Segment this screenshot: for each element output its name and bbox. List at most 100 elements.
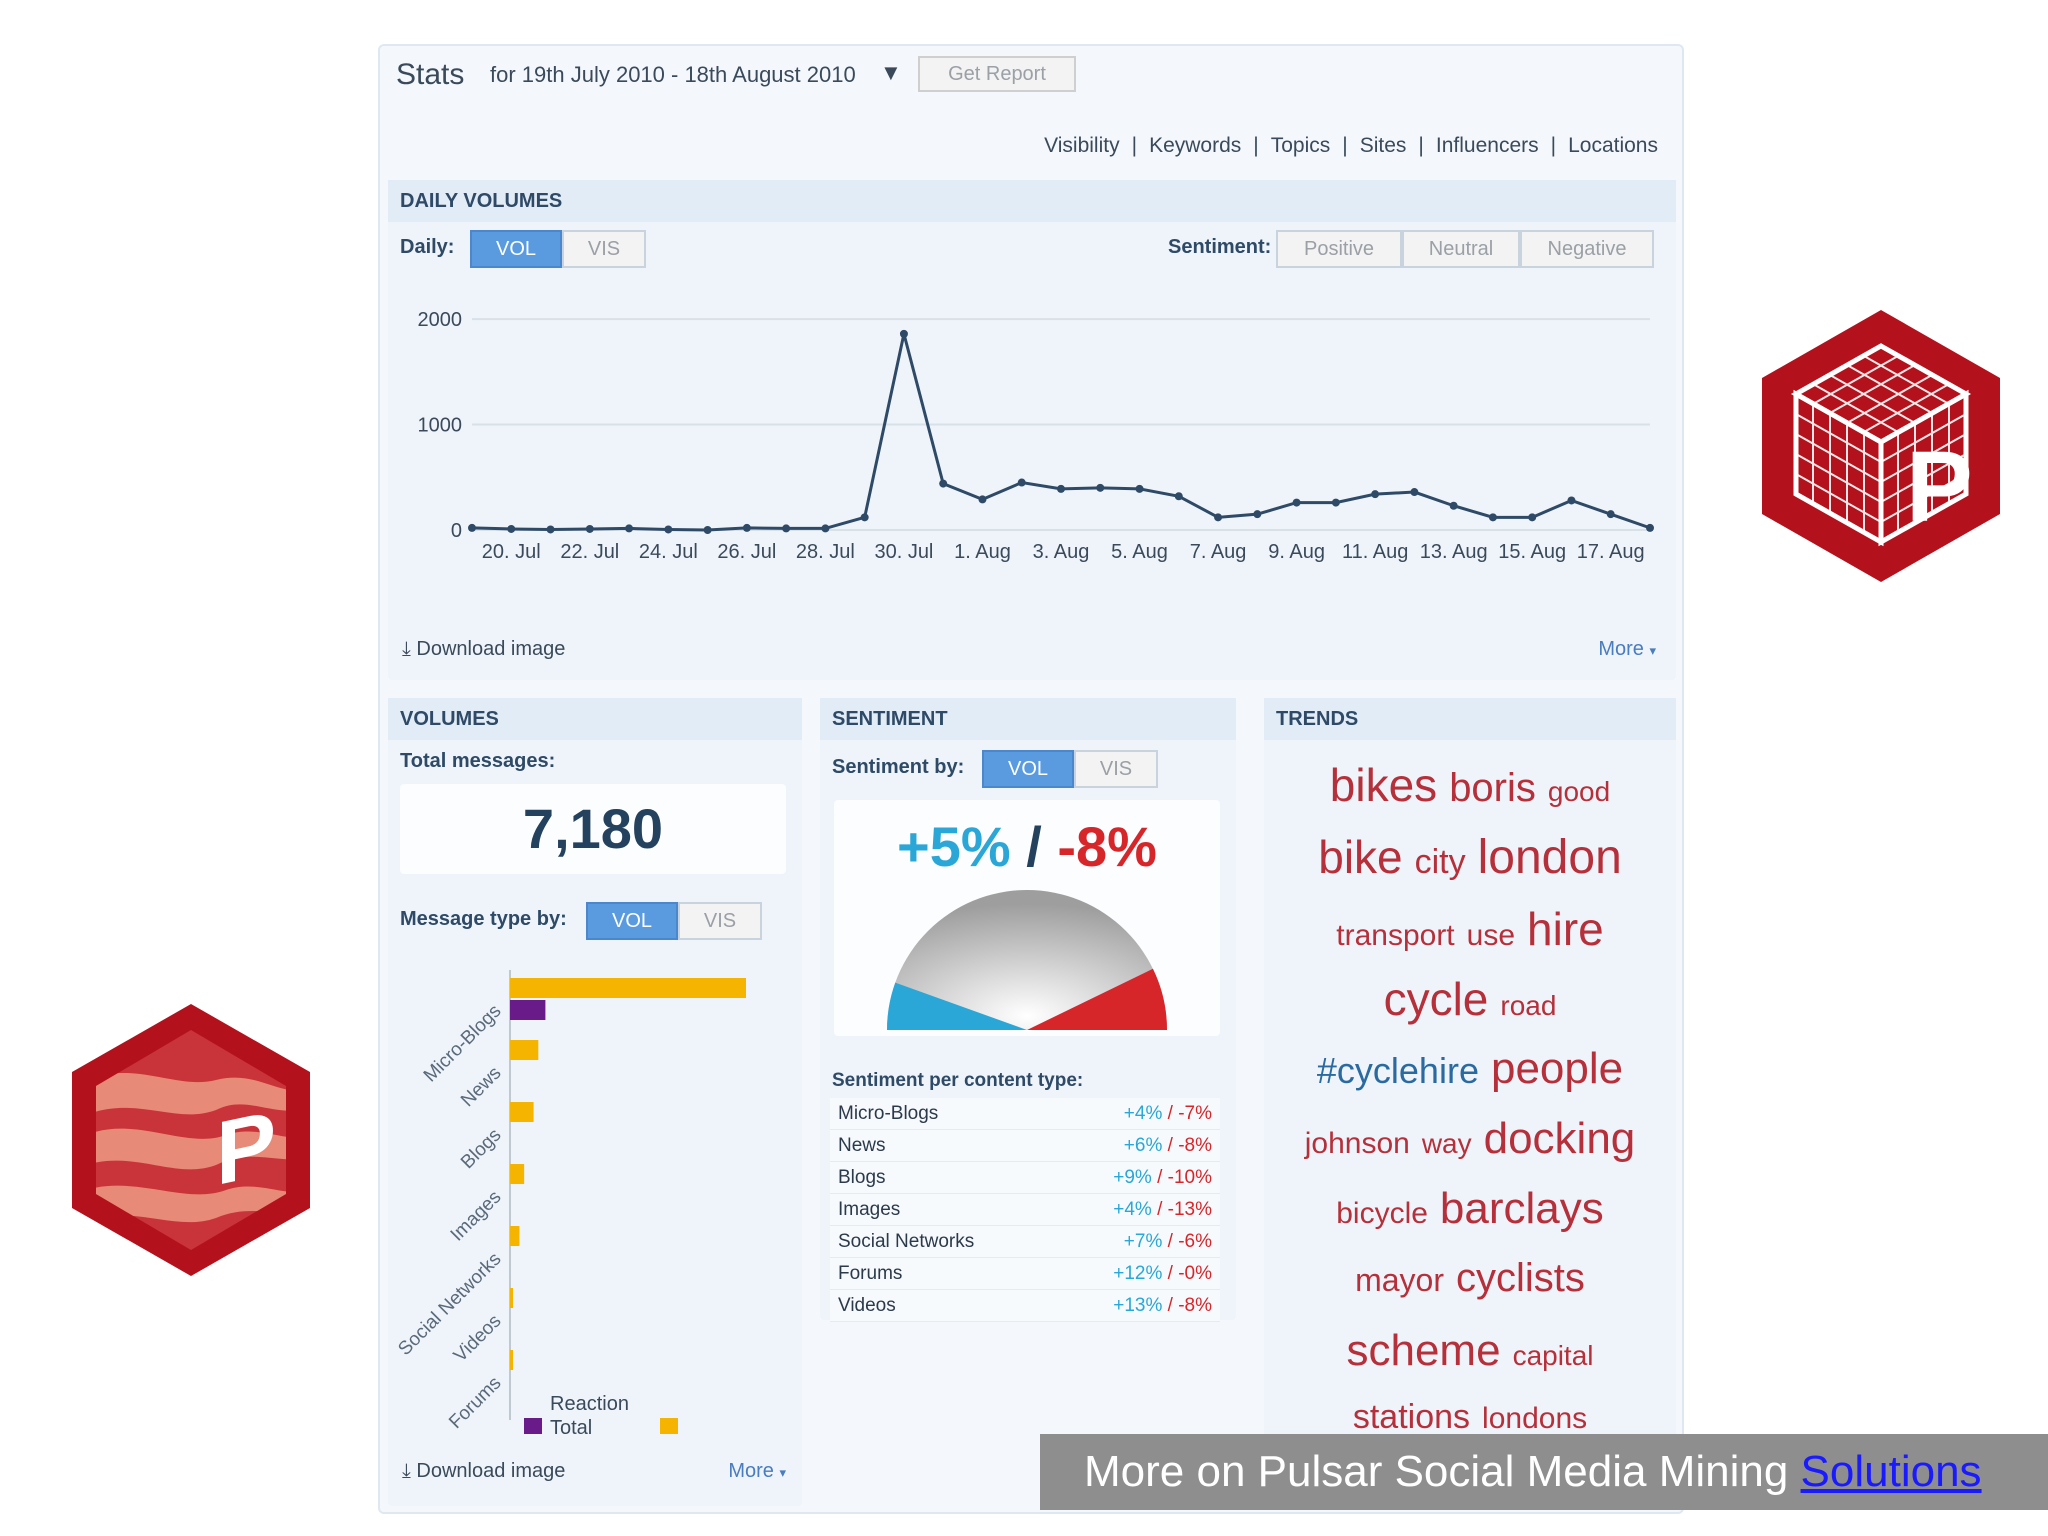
bar-total[interactable] xyxy=(510,978,746,998)
sentiment-row: Forums +12% / -0% xyxy=(830,1258,1220,1290)
data-point[interactable] xyxy=(1253,510,1262,519)
data-point[interactable] xyxy=(1292,498,1301,507)
trend-word[interactable]: bikes xyxy=(1329,759,1438,811)
trends-title: TRENDS xyxy=(1264,698,1676,740)
trends-word-cloud: bikes boris good bike city london transport use… xyxy=(1264,746,1676,1486)
get-report-button[interactable]: Get Report xyxy=(918,56,1076,92)
negative-filter-button[interactable]: Negative xyxy=(1520,230,1654,268)
data-point[interactable] xyxy=(1096,483,1105,492)
data-point[interactable] xyxy=(1135,484,1144,493)
data-point[interactable] xyxy=(939,479,948,488)
bar-total[interactable] xyxy=(510,1226,520,1246)
nav-keywords[interactable]: Keywords xyxy=(1149,134,1242,157)
trend-word[interactable]: mayor xyxy=(1355,1262,1444,1298)
data-point[interactable] xyxy=(546,525,555,534)
sentiment-row: Images +4% / -13% xyxy=(830,1194,1220,1226)
date-range[interactable]: for 19th July 2010 - 18th August 2010 xyxy=(490,62,856,87)
data-point[interactable] xyxy=(664,525,673,534)
trend-word[interactable]: transport xyxy=(1336,919,1455,952)
trend-word[interactable]: londons xyxy=(1482,1402,1588,1435)
bar-total[interactable] xyxy=(510,1164,525,1184)
data-point[interactable] xyxy=(899,329,908,338)
trend-word[interactable]: barclays xyxy=(1439,1184,1604,1233)
data-point[interactable] xyxy=(1528,513,1537,522)
trend-word[interactable]: johnson xyxy=(1304,1127,1410,1160)
data-point[interactable] xyxy=(1567,496,1576,505)
bar-total[interactable] xyxy=(510,1102,534,1122)
daily-vol-tab[interactable]: VOL xyxy=(470,230,562,268)
msgtype-vol-tab[interactable]: VOL xyxy=(586,902,678,940)
trend-word[interactable]: use xyxy=(1466,919,1516,952)
data-point[interactable] xyxy=(1017,478,1026,487)
nav-sites[interactable]: Sites xyxy=(1359,134,1407,157)
trend-word[interactable]: cyclists xyxy=(1456,1256,1585,1300)
sentiment-row-separator: / xyxy=(1162,1263,1179,1284)
trend-word[interactable]: bicycle xyxy=(1336,1197,1428,1230)
daily-download-link[interactable]: ⤓ Download image xyxy=(402,638,565,661)
trend-word[interactable]: #cyclehire xyxy=(1316,1050,1479,1091)
nav-influencers[interactable]: Influencers xyxy=(1435,134,1539,157)
data-point[interactable] xyxy=(1174,492,1183,501)
data-point[interactable] xyxy=(468,523,476,532)
trend-word[interactable]: cycle xyxy=(1383,973,1489,1025)
neutral-filter-button[interactable]: Neutral xyxy=(1402,230,1520,268)
date-range-dropdown-icon[interactable]: ▼ xyxy=(880,60,902,85)
sentiment-row-positive: +9% xyxy=(1113,1167,1152,1188)
data-point[interactable] xyxy=(1646,523,1654,532)
trend-word[interactable]: boris xyxy=(1449,766,1536,810)
sentiment-section: SENTIMENT Sentiment by: VOL VIS +5% / -8… xyxy=(820,698,1236,1322)
data-point[interactable] xyxy=(1214,513,1223,522)
total-messages-label: Total messages: xyxy=(400,750,556,772)
msgtype-vis-tab[interactable]: VIS xyxy=(678,902,762,940)
sentiment-by-label: Sentiment by: xyxy=(832,756,965,778)
trend-word[interactable]: good xyxy=(1547,776,1611,807)
data-point[interactable] xyxy=(703,526,712,534)
trend-word[interactable]: scheme xyxy=(1346,1326,1501,1375)
trend-word[interactable]: way xyxy=(1421,1128,1472,1159)
trend-line: cycle road xyxy=(1264,972,1676,1026)
trend-word[interactable]: people xyxy=(1490,1044,1624,1093)
data-point[interactable] xyxy=(625,524,634,533)
trend-word[interactable]: stations xyxy=(1352,1398,1471,1436)
data-point[interactable] xyxy=(978,495,987,504)
daily-vis-tab[interactable]: VIS xyxy=(562,230,646,268)
trend-word[interactable]: london xyxy=(1477,831,1622,884)
trend-word[interactable]: capital xyxy=(1512,1340,1594,1371)
data-point[interactable] xyxy=(1410,488,1419,497)
data-point[interactable] xyxy=(821,524,830,533)
bar-total[interactable] xyxy=(510,1350,513,1370)
nav-visibility[interactable]: Visibility xyxy=(1044,134,1120,157)
sentiment-vis-tab[interactable]: VIS xyxy=(1074,750,1158,788)
trend-word[interactable]: city xyxy=(1414,843,1466,881)
daily-more-menu[interactable]: More ▾ xyxy=(1598,638,1656,661)
trend-word[interactable]: hire xyxy=(1527,903,1604,955)
data-point[interactable] xyxy=(1488,513,1497,522)
trend-line: #cyclehire people xyxy=(1264,1044,1676,1094)
sentiment-vol-tab[interactable]: VOL xyxy=(982,750,1074,788)
trend-word[interactable]: road xyxy=(1500,990,1557,1021)
volumes-more-menu[interactable]: More ▾ xyxy=(728,1460,786,1483)
sentiment-row-name: Images xyxy=(838,1199,901,1220)
nav-topics[interactable]: Topics xyxy=(1270,134,1331,157)
data-point[interactable] xyxy=(1371,490,1380,499)
trend-word[interactable]: docking xyxy=(1483,1114,1636,1163)
data-point[interactable] xyxy=(1331,498,1340,507)
data-point[interactable] xyxy=(585,524,594,533)
data-point[interactable] xyxy=(860,513,869,522)
data-point[interactable] xyxy=(1449,501,1458,510)
solutions-link[interactable]: Solutions xyxy=(1800,1447,1982,1496)
sentiment-toggle: VOL VIS xyxy=(982,750,1158,788)
positive-filter-button[interactable]: Positive xyxy=(1276,230,1402,268)
data-point[interactable] xyxy=(1057,484,1065,493)
bar-total[interactable] xyxy=(510,1040,539,1060)
data-point[interactable] xyxy=(742,523,751,532)
data-point[interactable] xyxy=(507,524,516,533)
trend-word[interactable]: bike xyxy=(1318,831,1403,883)
volumes-download-link[interactable]: ⤓ Download image xyxy=(402,1460,565,1483)
bar-total[interactable] xyxy=(510,1288,513,1308)
data-point[interactable] xyxy=(1606,510,1615,519)
data-point[interactable] xyxy=(782,524,791,533)
nav-locations[interactable]: Locations xyxy=(1568,134,1658,157)
bar-reaction[interactable] xyxy=(510,1000,546,1020)
